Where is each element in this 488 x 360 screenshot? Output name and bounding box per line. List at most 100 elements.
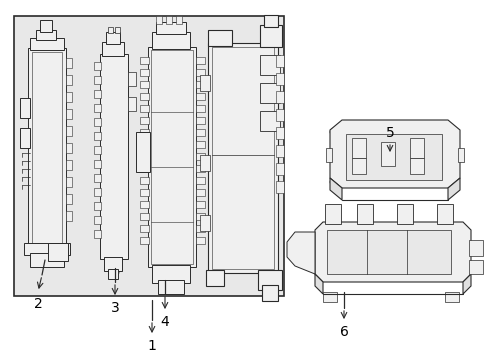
- Polygon shape: [100, 54, 128, 259]
- Polygon shape: [447, 178, 459, 200]
- Polygon shape: [94, 188, 101, 196]
- Polygon shape: [94, 118, 101, 126]
- Polygon shape: [468, 240, 482, 256]
- Polygon shape: [66, 109, 72, 119]
- Polygon shape: [140, 189, 149, 196]
- Circle shape: [235, 249, 241, 255]
- Polygon shape: [66, 194, 72, 204]
- Polygon shape: [140, 213, 149, 220]
- Circle shape: [34, 252, 42, 260]
- Polygon shape: [136, 132, 150, 172]
- Circle shape: [445, 128, 453, 136]
- Text: 2: 2: [34, 297, 42, 311]
- Circle shape: [167, 282, 177, 292]
- Polygon shape: [196, 129, 204, 136]
- Polygon shape: [396, 204, 412, 224]
- Polygon shape: [409, 138, 423, 158]
- Polygon shape: [94, 146, 101, 154]
- Polygon shape: [196, 141, 204, 148]
- Polygon shape: [106, 32, 120, 44]
- Polygon shape: [314, 222, 470, 282]
- Polygon shape: [207, 30, 231, 46]
- Polygon shape: [140, 153, 149, 160]
- Polygon shape: [196, 93, 204, 100]
- Polygon shape: [40, 20, 52, 32]
- Polygon shape: [140, 177, 149, 184]
- Polygon shape: [94, 76, 101, 84]
- Polygon shape: [128, 97, 136, 111]
- Polygon shape: [94, 62, 101, 70]
- Polygon shape: [28, 48, 66, 248]
- Polygon shape: [94, 90, 101, 98]
- Polygon shape: [94, 160, 101, 168]
- Polygon shape: [275, 109, 284, 121]
- Polygon shape: [140, 57, 149, 64]
- Polygon shape: [196, 57, 204, 64]
- Polygon shape: [205, 270, 224, 286]
- Polygon shape: [66, 75, 72, 85]
- Polygon shape: [196, 81, 204, 88]
- Polygon shape: [140, 129, 149, 136]
- Polygon shape: [260, 111, 280, 131]
- Polygon shape: [165, 16, 172, 24]
- Polygon shape: [409, 158, 423, 174]
- Polygon shape: [140, 165, 149, 172]
- Polygon shape: [115, 27, 120, 33]
- Polygon shape: [258, 270, 282, 290]
- Polygon shape: [462, 274, 470, 294]
- Polygon shape: [102, 42, 124, 56]
- Polygon shape: [196, 105, 204, 112]
- Text: 3: 3: [110, 301, 119, 315]
- Polygon shape: [20, 128, 30, 148]
- Polygon shape: [196, 69, 204, 76]
- Polygon shape: [94, 132, 101, 140]
- Polygon shape: [196, 189, 204, 196]
- Polygon shape: [66, 58, 72, 68]
- Circle shape: [329, 178, 337, 186]
- Polygon shape: [200, 75, 209, 91]
- Polygon shape: [20, 98, 30, 118]
- Polygon shape: [36, 30, 56, 40]
- Polygon shape: [314, 274, 323, 294]
- Polygon shape: [275, 163, 284, 175]
- Polygon shape: [380, 142, 394, 166]
- Polygon shape: [94, 216, 101, 224]
- Circle shape: [223, 237, 228, 243]
- Polygon shape: [275, 91, 284, 103]
- Polygon shape: [260, 83, 280, 103]
- Polygon shape: [275, 127, 284, 139]
- Polygon shape: [30, 38, 64, 50]
- Polygon shape: [351, 158, 365, 174]
- Polygon shape: [140, 141, 149, 148]
- Circle shape: [235, 261, 241, 267]
- Polygon shape: [140, 93, 149, 100]
- Circle shape: [246, 237, 252, 243]
- Circle shape: [259, 249, 264, 255]
- Polygon shape: [158, 280, 183, 294]
- Polygon shape: [104, 257, 122, 271]
- Polygon shape: [128, 72, 136, 86]
- Circle shape: [264, 289, 271, 297]
- Polygon shape: [196, 213, 204, 220]
- Polygon shape: [140, 201, 149, 208]
- Polygon shape: [24, 243, 70, 255]
- Polygon shape: [140, 237, 149, 244]
- Polygon shape: [148, 47, 196, 267]
- Text: 4: 4: [160, 315, 169, 329]
- Polygon shape: [326, 230, 450, 274]
- Polygon shape: [346, 134, 441, 180]
- Polygon shape: [14, 16, 284, 296]
- Polygon shape: [260, 25, 282, 47]
- Polygon shape: [351, 138, 365, 158]
- Polygon shape: [66, 160, 72, 170]
- Polygon shape: [66, 211, 72, 221]
- Polygon shape: [200, 155, 209, 171]
- Polygon shape: [152, 265, 190, 283]
- Polygon shape: [275, 181, 284, 193]
- Polygon shape: [207, 43, 278, 273]
- Polygon shape: [196, 117, 204, 124]
- Polygon shape: [262, 285, 278, 301]
- Polygon shape: [286, 232, 314, 274]
- Circle shape: [246, 249, 252, 255]
- Polygon shape: [66, 143, 72, 153]
